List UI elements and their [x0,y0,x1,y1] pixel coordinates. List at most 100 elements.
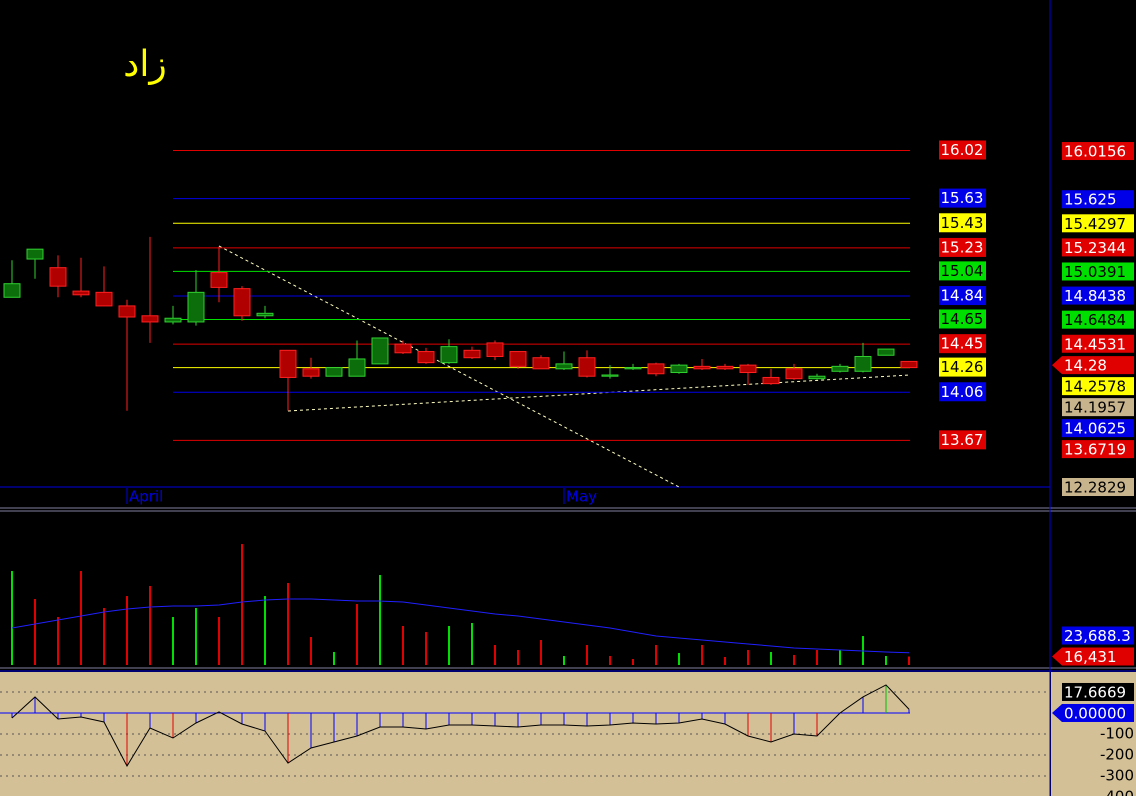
candle-body [647,363,665,375]
candle-body [118,305,136,318]
volume-bar [609,656,611,665]
fib-label: 15.23 [941,238,984,256]
fib-label: 13.67 [941,431,984,449]
volume-bar [885,656,887,665]
price-axis-label-box [1062,262,1134,281]
price-axis-label-box [1062,478,1134,496]
price-axis-label-box [1062,440,1134,459]
fib-label-box [939,213,986,233]
candle-body [440,346,458,364]
fib-label-box [939,382,986,402]
candle-body [210,272,228,288]
candle-body [601,374,619,377]
volume-bar [126,596,128,665]
y-tick-label: -400 [1100,788,1134,796]
volume-bar [448,625,450,665]
candle-body [785,368,803,380]
price-axis-label: 15.0391 [1064,263,1126,281]
price-axis-label: 13.6719 [1064,441,1126,459]
fib-label-box [939,430,986,450]
x-tick-label: May [566,488,597,506]
volume-ma-line [11,598,910,654]
price-axis-label: 12.2829 [1064,479,1126,497]
volume-bar [678,653,680,665]
fib-label-box [939,334,986,354]
fib-label-box [939,309,986,329]
price-axis-label: 16.0156 [1064,143,1126,161]
volume-bar [287,583,289,665]
candle-body [555,363,573,370]
price-axis-label-box [1062,286,1134,305]
fib-label-box [939,357,986,377]
trend-line [287,374,911,412]
y-tick-label: -100 [1100,725,1134,743]
candle-body [509,351,527,367]
fib-label: 14.65 [941,310,984,328]
price-axis-label: 14.6484 [1064,311,1126,329]
candle-body [302,368,320,377]
fib-label: 16.02 [941,141,984,159]
volume-axis-label: 23,688.3 [1064,627,1131,645]
candle-body [693,365,711,370]
volume-bar [172,617,174,665]
price-axis-label-box [1062,377,1134,396]
y-tick-label: -300 [1100,767,1134,785]
price-axis-label-box [1062,214,1134,233]
volume-bar [563,656,565,665]
candle-body [900,360,918,369]
candle-body [164,317,182,323]
volume-bar [195,608,197,665]
candle-body [716,365,734,370]
price-axis-label: 14.0625 [1064,420,1126,438]
fib-label: 15.63 [941,189,984,207]
candle-body [877,348,895,356]
volume-bar [747,650,749,665]
candle-body [3,283,21,298]
candle-body [141,315,159,323]
volume-bar [517,650,519,665]
fib-label-box [939,261,986,281]
candle-body [670,364,688,374]
fib-label-box [939,188,986,208]
price-axis-label: 14.1957 [1064,399,1126,417]
price-axis-label: 14.28 [1064,357,1107,375]
volume-bar [310,636,312,665]
candle-body [72,290,90,296]
volume-bar [80,571,82,665]
x-tick-label: April [129,488,163,506]
fib-label-box [939,237,986,257]
candle-body [279,349,297,378]
candle-body [49,267,67,287]
candle-body [486,342,504,357]
trend-line [218,245,680,488]
volume-bar [655,645,657,665]
candle-body [739,364,757,374]
volume-bar [724,656,726,665]
y-tick-label: -200 [1100,746,1134,764]
oscillator-axis-label-box [1062,682,1134,701]
fib-label: 14.84 [941,287,984,305]
price-axis-label: 14.4531 [1064,335,1126,353]
price-axis-label-box [1062,142,1134,161]
candle-body [808,375,826,380]
candle-body [854,355,872,372]
candle-body [624,367,642,370]
oscillator-axis-label: 0.00000 [1064,704,1126,722]
volume-bar [839,650,841,665]
price-axis-label-box [1062,334,1134,353]
volume-axis-label: 16,431 [1064,648,1117,666]
fib-label-box [939,140,986,160]
price-axis-label-box [1062,398,1134,417]
fib-label-box [939,286,986,306]
candle-body [256,312,274,317]
oscillator-axis-label: 17.6669 [1064,683,1126,701]
candle-body [394,343,412,354]
volume-bar [356,604,358,665]
volume-axis-label-box [1062,626,1134,645]
candle-body [463,349,481,359]
candle-body [233,288,251,317]
volume-bar [149,586,151,665]
volume-bar [770,651,772,665]
price-axis-label-box [1062,310,1134,329]
